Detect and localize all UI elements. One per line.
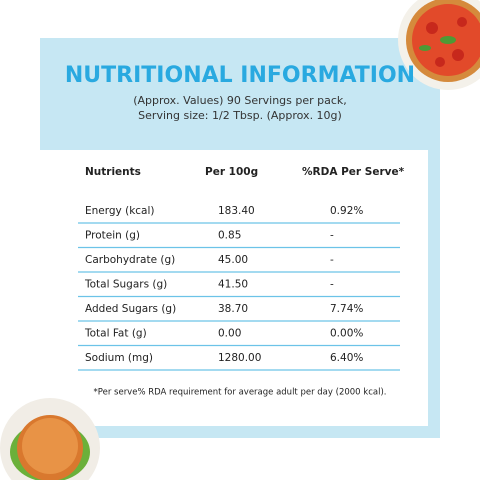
cell: 45.00	[218, 254, 248, 266]
table-card	[40, 150, 428, 426]
cell: -	[330, 254, 334, 266]
cell: 7.74%	[330, 303, 363, 315]
column-header: Per 100g	[205, 166, 258, 178]
column-header: Nutrients	[85, 166, 141, 178]
cell: Energy (kcal)	[85, 205, 155, 217]
cell: 0.92%	[330, 205, 363, 217]
cell: 0.00	[218, 328, 241, 340]
cell: Carbohydrate (g)	[85, 254, 175, 266]
cell: Sodium (mg)	[85, 352, 153, 364]
cell: Total Fat (g)	[84, 328, 147, 340]
title: NUTRITIONAL INFORMATION	[65, 63, 415, 88]
cell: Total Sugars (g)	[84, 279, 167, 291]
cell: -	[330, 230, 334, 242]
burger-image	[0, 398, 100, 480]
cell: Protein (g)	[85, 230, 140, 242]
cell: 41.50	[218, 279, 248, 291]
column-header: %RDA Per Serve*	[302, 166, 405, 178]
cell: 38.70	[218, 303, 248, 315]
cell: -	[330, 279, 334, 291]
cell: 0.85	[218, 230, 241, 242]
footnote: *Per serve% RDA requirement for average …	[94, 388, 387, 398]
cell: 0.00%	[330, 328, 363, 340]
subtitle-line: Serving size: 1/2 Tbsp. (Approx. 10g)	[138, 109, 342, 122]
cell: 183.40	[218, 205, 255, 217]
cell: 6.40%	[330, 352, 363, 364]
cell: 1280.00	[218, 352, 261, 364]
cell: Added Sugars (g)	[85, 303, 176, 315]
pizza-image	[398, 0, 480, 90]
subtitle-line: (Approx. Values) 90 Servings per pack,	[133, 94, 347, 107]
